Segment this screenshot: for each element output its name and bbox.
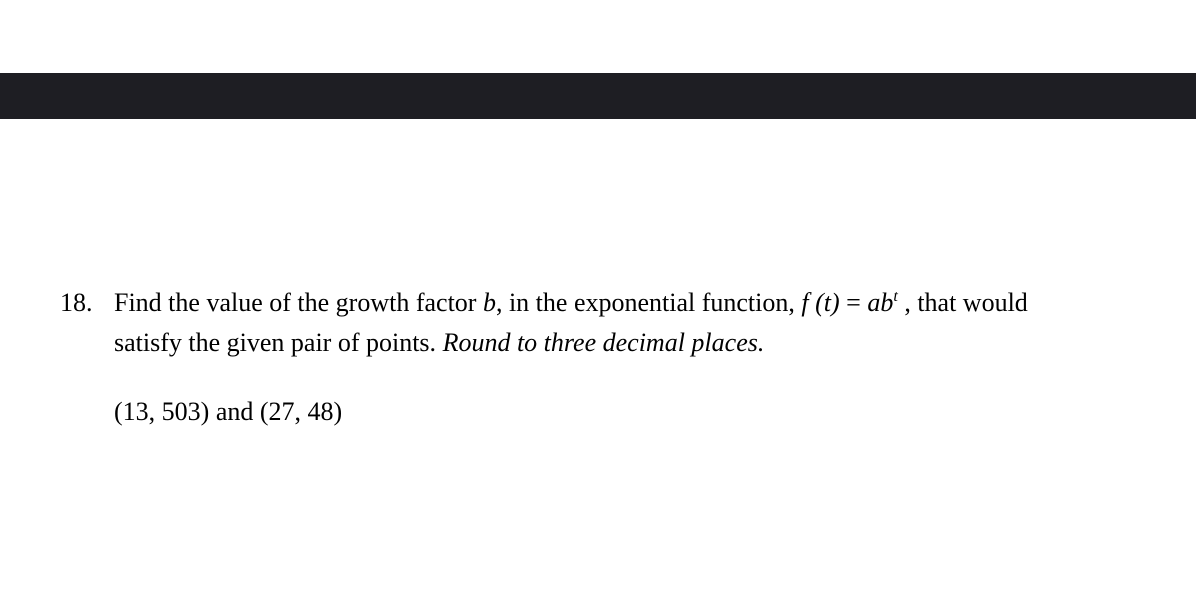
- text-segment: satisfy the given pair of points.: [114, 328, 443, 357]
- problem-body: Find the value of the growth factor b, i…: [114, 283, 1136, 432]
- eq-sign: =: [840, 288, 868, 317]
- problem-block: 18. Find the value of the growth factor …: [60, 283, 1136, 432]
- header-dark-bar: [0, 73, 1196, 119]
- instruction-italic: Round to three decimal places.: [443, 328, 765, 357]
- text-segment: , that would: [898, 288, 1028, 317]
- given-points: (13, 503) and (27, 48): [114, 392, 1136, 432]
- equation: f (t) = abt: [801, 288, 897, 317]
- problem-number: 18.: [60, 283, 114, 323]
- fn-exponent: t: [893, 288, 897, 305]
- variable-b: b: [483, 288, 496, 317]
- fn-lhs: f (t): [801, 288, 839, 317]
- fn-b: b: [880, 288, 893, 317]
- text-segment: Find the value of the growth factor: [114, 288, 483, 317]
- text-segment: , in the exponential function,: [496, 288, 801, 317]
- problem-statement: Find the value of the growth factor b, i…: [114, 283, 1136, 364]
- fn-a: a: [867, 288, 880, 317]
- page-content: 18. Find the value of the growth factor …: [0, 283, 1196, 432]
